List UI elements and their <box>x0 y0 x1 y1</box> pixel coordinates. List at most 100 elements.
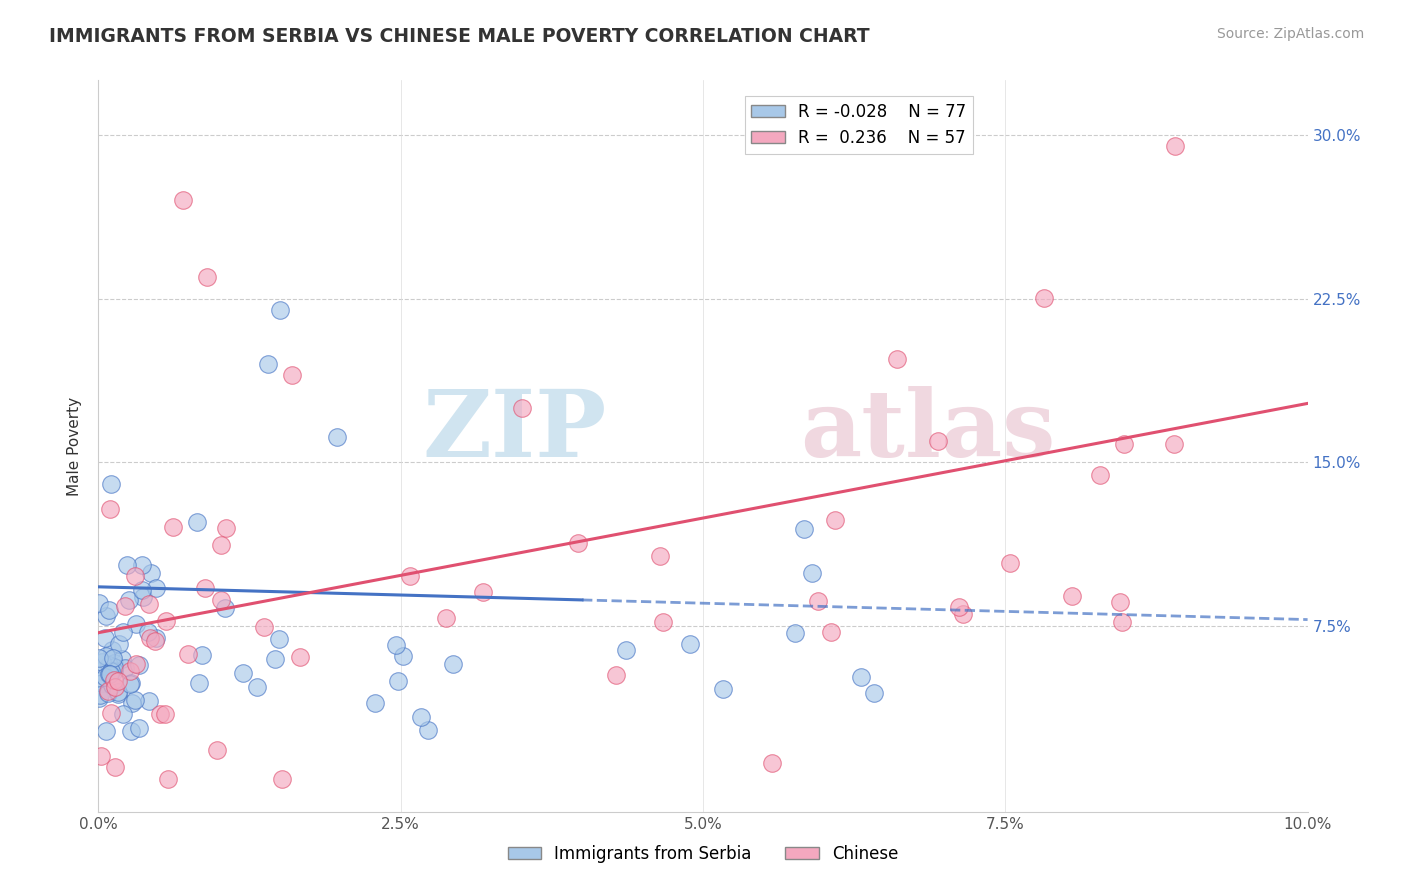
Point <box>128 721 150 735</box>
Point <box>385 638 408 652</box>
Point <box>89 688 111 702</box>
Point <box>91 676 114 690</box>
Point <box>98 603 121 617</box>
Point <box>98 658 121 673</box>
Point <box>98 667 121 681</box>
Point <box>155 615 177 629</box>
Point <box>111 652 134 666</box>
Point <box>215 520 238 534</box>
Point <box>98 502 121 516</box>
Point <box>186 516 208 530</box>
Point <box>128 658 150 673</box>
Point <box>246 680 269 694</box>
Point <box>101 650 124 665</box>
Point <box>288 650 311 665</box>
Point <box>94 723 117 738</box>
Point <box>188 675 211 690</box>
Point <box>264 651 287 665</box>
Point <box>605 668 627 682</box>
Point <box>131 582 153 597</box>
Point <box>94 608 117 623</box>
Point <box>124 616 146 631</box>
Point <box>862 686 884 700</box>
Point <box>104 680 127 694</box>
Point <box>101 678 124 692</box>
Point <box>157 772 180 786</box>
Point <box>267 632 290 646</box>
Point <box>107 673 129 688</box>
Point <box>100 664 122 678</box>
Point <box>851 670 873 684</box>
Point <box>398 568 420 582</box>
Point <box>139 566 162 581</box>
Point <box>998 556 1021 570</box>
Text: IMMIGRANTS FROM SERBIA VS CHINESE MALE POVERTY CORRELATION CHART: IMMIGRANTS FROM SERBIA VS CHINESE MALE P… <box>49 27 870 45</box>
Point <box>138 631 160 645</box>
Point <box>1111 615 1133 629</box>
Point <box>1033 291 1056 305</box>
Point <box>89 690 111 705</box>
Point <box>100 706 122 720</box>
Point <box>711 681 734 696</box>
Point <box>927 434 949 448</box>
Point <box>131 558 153 572</box>
Point <box>1112 437 1135 451</box>
Point <box>89 674 111 689</box>
Point <box>252 620 274 634</box>
Point <box>387 673 409 688</box>
Point <box>793 522 815 536</box>
Point <box>120 677 142 691</box>
Point <box>155 707 177 722</box>
Point <box>120 723 142 738</box>
Point <box>191 648 214 662</box>
Point <box>94 632 117 646</box>
Point <box>103 660 125 674</box>
Point <box>136 625 159 640</box>
Point <box>121 697 143 711</box>
Point <box>783 625 806 640</box>
Point <box>820 625 842 640</box>
Point <box>103 673 125 688</box>
Point <box>145 582 167 596</box>
Point <box>205 743 228 757</box>
Point <box>100 477 122 491</box>
Point <box>108 636 131 650</box>
Point <box>416 723 439 737</box>
Text: atlas: atlas <box>800 386 1054 476</box>
Point <box>107 687 129 701</box>
Point <box>98 666 121 681</box>
Point <box>648 549 671 563</box>
Point <box>124 568 146 582</box>
Point <box>806 594 828 608</box>
Point <box>177 647 200 661</box>
Point <box>114 599 136 613</box>
Point <box>124 693 146 707</box>
Point <box>111 625 134 640</box>
Point <box>209 538 232 552</box>
Point <box>172 194 194 208</box>
Point <box>824 513 846 527</box>
Point <box>120 675 142 690</box>
Point <box>138 597 160 611</box>
Point <box>89 596 111 610</box>
Point <box>567 535 589 549</box>
Point <box>97 684 120 698</box>
Point <box>132 590 155 604</box>
Point <box>195 269 218 284</box>
Text: Source: ZipAtlas.com: Source: ZipAtlas.com <box>1216 27 1364 41</box>
Point <box>104 760 127 774</box>
Point <box>434 611 457 625</box>
Point <box>510 401 533 415</box>
Point <box>107 685 129 699</box>
Point <box>392 648 415 663</box>
Point <box>411 710 433 724</box>
Point <box>886 351 908 366</box>
Point <box>471 584 494 599</box>
Point <box>97 686 120 700</box>
Point <box>89 650 111 665</box>
Point <box>800 566 823 580</box>
Point <box>162 520 184 534</box>
Point <box>232 666 254 681</box>
Point <box>364 696 387 710</box>
Y-axis label: Male Poverty: Male Poverty <box>67 396 83 496</box>
